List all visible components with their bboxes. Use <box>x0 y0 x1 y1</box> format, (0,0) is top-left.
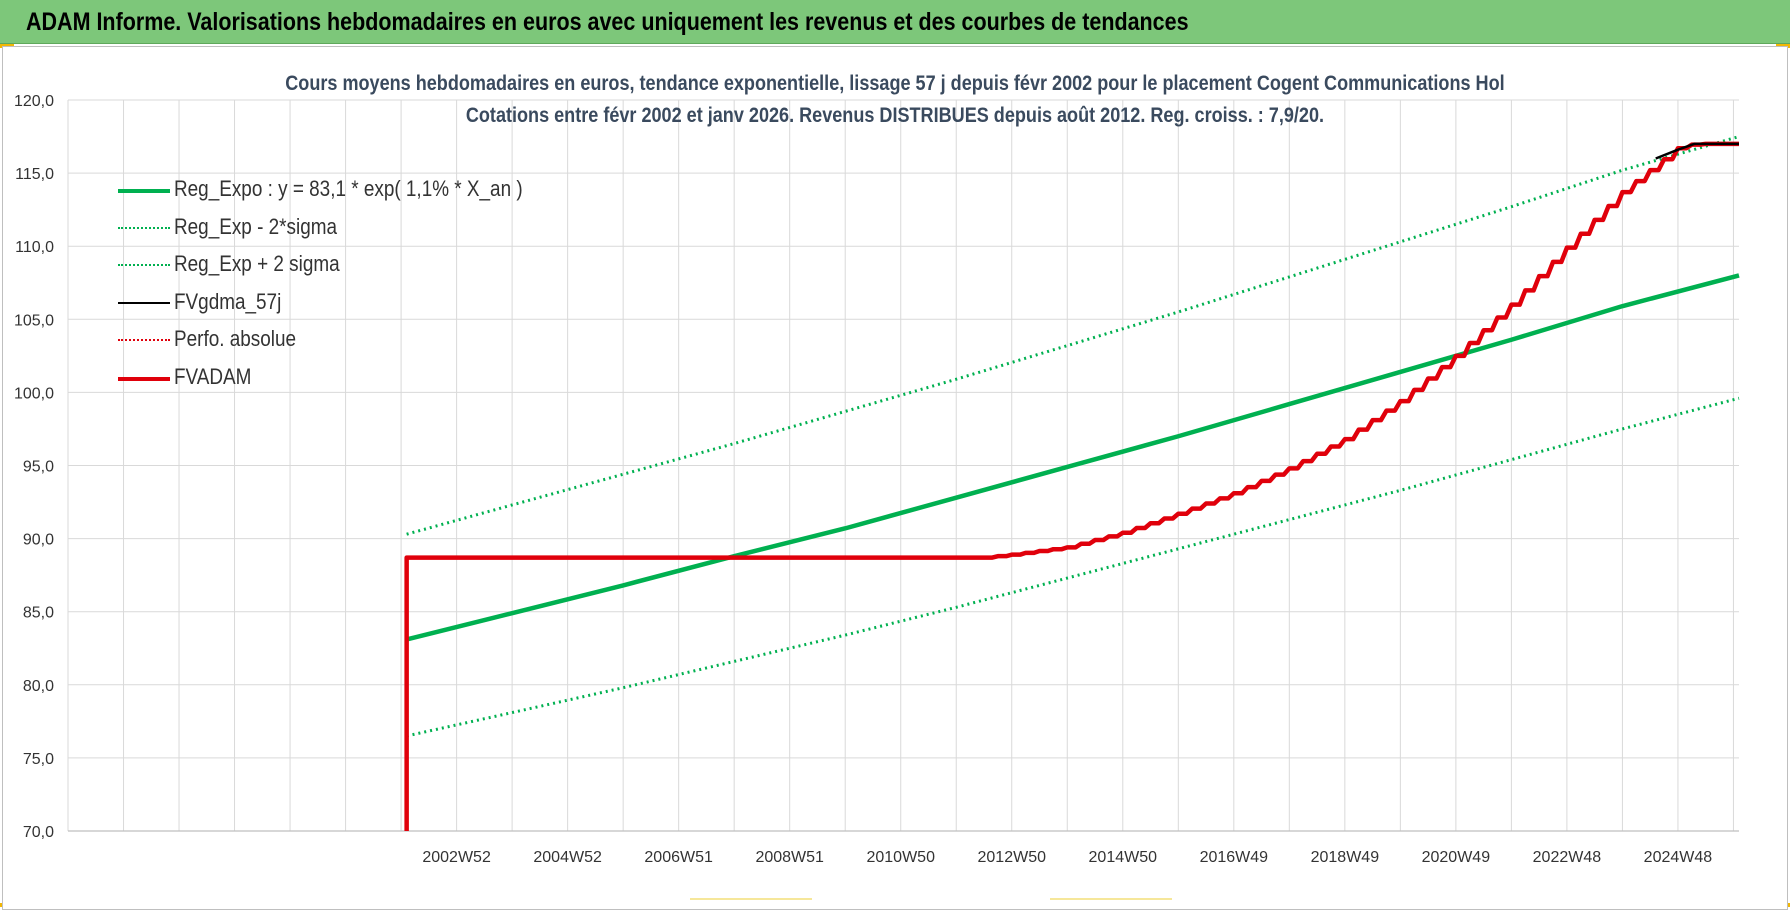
x-tick-label: 2012W50 <box>978 849 1047 866</box>
y-tick-label: 100,0 <box>14 385 54 402</box>
legend-swatch <box>118 301 170 304</box>
legend-swatch <box>118 189 170 193</box>
legend-entry: FVADAM <box>118 360 638 398</box>
legend-swatch <box>118 376 170 381</box>
series-line-1 <box>406 396 1740 738</box>
legend-label: Perfo. absolue <box>174 326 297 351</box>
x-tick-label: 2022W48 <box>1533 849 1602 866</box>
y-tick-label: 95,0 <box>23 459 54 476</box>
x-tick-label: 2010W50 <box>866 849 935 866</box>
legend-label: FVgdma_57j <box>174 288 282 314</box>
legend-entry: Reg_Exp - 2*sigma <box>118 210 638 248</box>
bottom-accent-bar <box>690 898 812 900</box>
y-tick-label: 85,0 <box>23 605 54 622</box>
legend-swatch <box>118 339 170 341</box>
y-tick-label: 90,0 <box>23 532 54 549</box>
series-line-5 <box>404 141 1739 831</box>
legend-entry: Perfo. absolue <box>118 322 638 360</box>
report-title: ADAM Informe. Valorisations hebdomadaire… <box>26 8 1189 36</box>
chart-panel <box>2 46 1788 910</box>
legend-label: FVADAM <box>174 363 252 389</box>
series-line-0 <box>406 273 1740 642</box>
legend-label: Reg_Exp - 2*sigma <box>174 213 338 239</box>
legend-entry: Reg_Exp + 2 sigma <box>118 247 638 285</box>
y-tick-label: 110,0 <box>15 239 54 256</box>
series-line-3 <box>1655 142 1739 160</box>
x-tick-label: 2008W51 <box>755 849 824 866</box>
chart-title: Cours moyens hebdomadaires en euros, ten… <box>285 72 1505 95</box>
x-tick-label: 2016W49 <box>1200 849 1269 866</box>
series-line-2 <box>406 135 1740 536</box>
legend-entry: FVgdma_57j <box>118 285 638 323</box>
x-tick-label: 2002W52 <box>422 849 491 866</box>
legend-swatch <box>118 264 170 266</box>
x-tick-label: 2018W49 <box>1311 849 1380 866</box>
report-banner: ADAM Informe. Valorisations hebdomadaire… <box>0 0 1790 44</box>
bottom-accent-bar <box>1050 898 1172 900</box>
legend-entry: Reg_Expo : y = 83,1 * exp( 1,1% * X_an ) <box>118 172 638 210</box>
legend-swatch <box>118 226 170 229</box>
y-tick-label: 120,0 <box>14 93 54 110</box>
chart-legend: Reg_Expo : y = 83,1 * exp( 1,1% * X_an )… <box>118 172 638 397</box>
x-tick-label: 2004W52 <box>533 849 602 866</box>
x-tick-label: 2006W51 <box>644 849 713 866</box>
legend-label: Reg_Exp + 2 sigma <box>174 251 340 276</box>
chart-subtitle: Cotations entre févr 2002 et janv 2026. … <box>465 104 1325 127</box>
x-tick-label: 2024W48 <box>1644 849 1713 866</box>
legend-label: Reg_Expo : y = 83,1 * exp( 1,1% * X_an ) <box>174 176 523 201</box>
y-tick-label: 70,0 <box>23 824 54 841</box>
y-tick-label: 75,0 <box>23 751 54 768</box>
y-tick-label: 105,0 <box>14 312 54 329</box>
y-tick-label: 80,0 <box>23 678 54 695</box>
y-tick-label: 115,0 <box>15 166 54 183</box>
x-tick-label: 2014W50 <box>1089 849 1158 866</box>
x-tick-label: 2020W49 <box>1422 849 1491 866</box>
